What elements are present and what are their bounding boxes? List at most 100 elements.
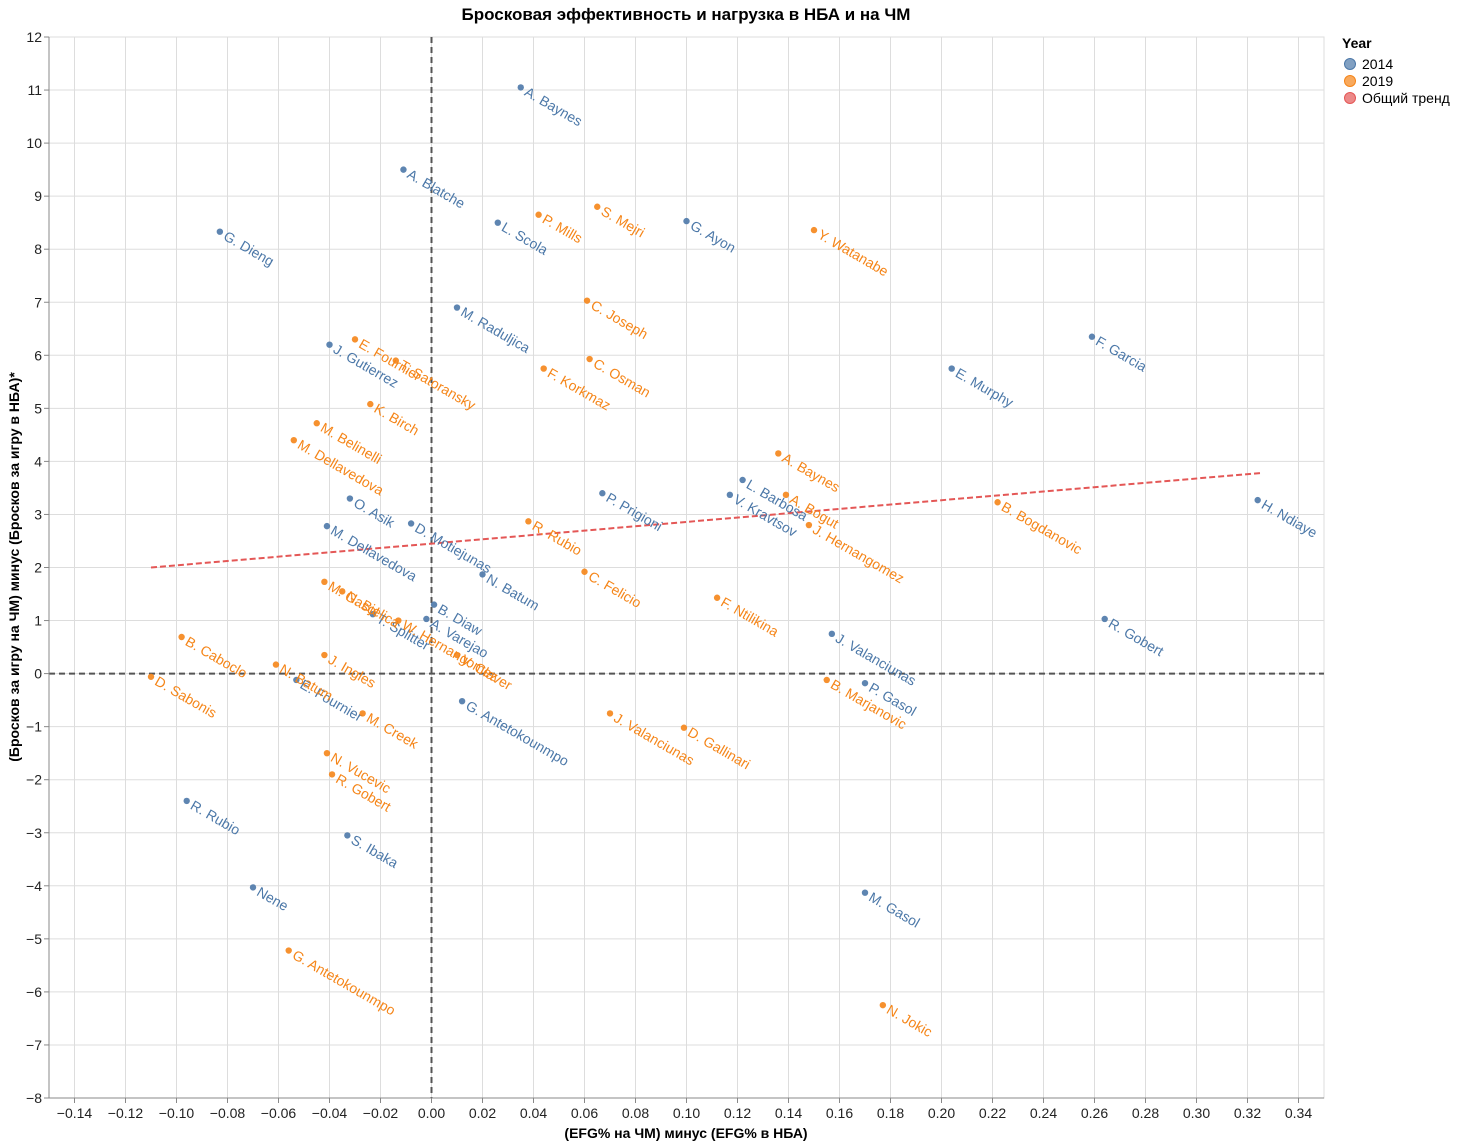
point-label: D. Gallinari <box>685 724 753 772</box>
reference-lines <box>49 37 1324 1098</box>
point-label: M. Gasol <box>866 889 923 931</box>
point-label: R. Rubio <box>530 517 585 558</box>
data-point <box>861 679 869 687</box>
data-point <box>535 211 542 218</box>
data-point <box>400 166 407 173</box>
y-tick-label: 8 <box>34 241 42 257</box>
data-point <box>346 495 354 502</box>
data-point <box>599 490 606 497</box>
data-point <box>216 228 224 235</box>
data-point <box>328 771 336 778</box>
data-point <box>525 518 532 525</box>
data-point <box>879 1001 887 1009</box>
x-tick-label: −0.06 <box>261 1105 297 1121</box>
data-point <box>782 491 790 499</box>
y-tick-label: 12 <box>26 29 42 45</box>
point-label: M. Creek <box>364 709 422 752</box>
data-point <box>321 651 328 659</box>
x-tick-label: 0.32 <box>1234 1105 1261 1121</box>
y-tick-label: 7 <box>34 294 42 310</box>
point-label: G. Dieng <box>221 228 277 269</box>
point-label: S. Mejri <box>598 203 647 241</box>
data-point <box>351 336 359 343</box>
x-tick-label: 0.16 <box>826 1105 853 1121</box>
y-tick-label: 2 <box>34 560 42 576</box>
x-tick-label: −0.08 <box>210 1105 246 1121</box>
y-tick-label: 11 <box>27 82 42 98</box>
point-label: O. Asik <box>351 495 398 532</box>
data-point <box>583 297 591 304</box>
x-tick-label: 0.00 <box>418 1105 445 1121</box>
point-label: B. Bogdanovic <box>999 498 1085 557</box>
chart-title: Бросковая эффективность и нагрузка в НБА… <box>462 5 911 24</box>
x-tick-label: 0.18 <box>877 1105 904 1121</box>
data-point <box>713 594 721 601</box>
data-point <box>369 610 377 618</box>
data-point <box>540 365 547 372</box>
y-tick-label: 5 <box>34 400 42 416</box>
data-point <box>326 341 333 348</box>
point-label: D. Sabonis <box>152 673 219 721</box>
data-point <box>828 630 836 638</box>
y-tick-label: −8 <box>26 1090 42 1106</box>
y-tick-label: −2 <box>26 772 42 788</box>
data-point <box>323 522 331 530</box>
data-point <box>861 889 869 896</box>
data-point <box>586 355 593 363</box>
data-point <box>680 724 688 731</box>
data-point <box>494 219 501 226</box>
data-point <box>339 588 346 595</box>
trend-line <box>150 472 1261 569</box>
x-axis-title: (EFG% на ЧМ) минус (EFG% в НБА) <box>564 1125 807 1141</box>
point-label: M. Raduljica <box>458 304 533 356</box>
x-tick-label: −0.04 <box>312 1105 348 1121</box>
x-ticks: −0.14 −0.12 −0.10 −0.08 −0.06 −0.04 −0.02 0.00 0… <box>57 1098 1312 1121</box>
data-point <box>739 476 746 484</box>
point-label: J. Hernangomez <box>810 521 907 586</box>
point-label: F. Ntilikina <box>718 594 781 640</box>
legend-label-2014: 2014 <box>1362 56 1393 72</box>
data-point <box>606 710 614 717</box>
data-point <box>775 450 782 457</box>
x-tick-label: 0.26 <box>1081 1105 1108 1121</box>
y-tick-label: −1 <box>26 719 42 735</box>
x-tick-label: −0.14 <box>57 1105 93 1121</box>
data-point <box>407 520 415 527</box>
point-label: T. Satoransky <box>397 357 478 413</box>
point-label: J. Valanciunas <box>611 709 697 768</box>
point-label: Nene <box>254 883 291 914</box>
x-tick-label: 0.10 <box>673 1105 700 1121</box>
data-point <box>272 661 280 668</box>
data-point <box>321 578 328 586</box>
data-point <box>823 676 830 684</box>
legend-swatch-2014 <box>1344 58 1356 70</box>
legend-swatch-2019 <box>1344 75 1356 87</box>
x-tick-label: −0.12 <box>108 1105 144 1121</box>
x-tick-label: 0.24 <box>1030 1105 1057 1121</box>
data-point <box>948 365 955 372</box>
data-point <box>344 832 351 839</box>
y-tick-label: −3 <box>26 825 42 841</box>
data-point <box>726 491 734 499</box>
data-point <box>1254 496 1261 504</box>
point-label: G. Ayon <box>688 217 739 256</box>
legend-title: Year <box>1342 35 1372 51</box>
point-label: R. Rubio <box>188 797 243 838</box>
legend-item-trend: Общий тренд <box>1344 90 1450 106</box>
data-point <box>430 601 438 608</box>
y-tick-label: −5 <box>26 931 42 947</box>
legend-item-2019: 2019 <box>1344 73 1393 89</box>
x-tick-label: 0.06 <box>571 1105 598 1121</box>
data-point <box>359 710 366 717</box>
data-point <box>1088 333 1096 340</box>
point-label: G. Antetokounmpo <box>290 947 399 1019</box>
point-label: S. Ibaka <box>349 831 402 871</box>
y-tick-label: 0 <box>34 666 42 682</box>
point-label: R. Gobert <box>1106 615 1167 659</box>
x-tick-label: 0.02 <box>469 1105 496 1121</box>
data-point <box>392 357 399 364</box>
